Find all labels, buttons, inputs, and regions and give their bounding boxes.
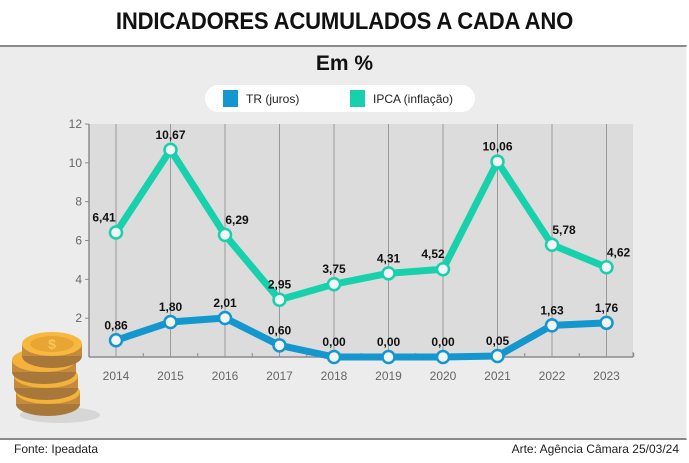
legend-label-tr: TR (juros): [246, 91, 300, 106]
data-label-tr: 1,80: [159, 300, 183, 314]
data-label-tr: 0,00: [377, 335, 401, 349]
series-line-tr: [112, 314, 610, 361]
x-tick-label: 2018: [321, 369, 348, 383]
data-label-tr: 2,01: [213, 296, 237, 310]
credit-note: Arte: Agência Câmara 25/03/24: [511, 442, 679, 456]
x-tick-label: 2014: [103, 369, 130, 383]
y-tick-label: 12: [69, 117, 83, 131]
data-point-tr: [326, 349, 342, 365]
data-point-tr: [108, 333, 124, 348]
data-label-ipca: 5,78: [552, 223, 576, 237]
y-tick-label: 6: [75, 234, 82, 248]
data-label-tr: 1,76: [595, 301, 619, 315]
y-tick-label: 8: [75, 195, 82, 209]
chart-title: Em %: [315, 52, 374, 75]
legend-swatch-ipca: [350, 90, 365, 107]
data-point-ipca: [544, 237, 560, 253]
coin-stack-icon: $: [12, 332, 100, 423]
data-label-tr: 0,05: [486, 334, 510, 348]
data-label-tr: 0,00: [431, 335, 455, 349]
x-tick-label: 2022: [539, 369, 566, 383]
x-tick-label: 2019: [375, 369, 402, 383]
data-label-tr: 1,63: [540, 303, 564, 317]
y-tick-label: 2: [75, 311, 82, 325]
data-point-tr: [599, 315, 614, 331]
legend-item-ipca: IPCA (inflação): [350, 90, 453, 107]
data-label-ipca: 3,75: [322, 262, 346, 276]
legend-label-ipca: IPCA (inflação): [373, 91, 454, 106]
data-point-ipca: [599, 260, 614, 275]
data-label-ipca: 4,31: [377, 251, 401, 265]
data-point-tr: [381, 349, 396, 365]
data-point-ipca: [272, 292, 287, 307]
data-point-ipca: [217, 227, 233, 243]
data-point-ipca: [108, 225, 124, 240]
page-title: INDICADORES ACUMULADOS A CADA ANO: [115, 8, 574, 35]
x-tick-label: 2021: [484, 369, 511, 383]
data-label-tr: 0,86: [104, 318, 128, 332]
data-point-tr: [490, 348, 505, 364]
x-tick-label: 2017: [266, 369, 293, 383]
y-tick-label: 10: [69, 156, 83, 170]
data-label-ipca: 10,06: [482, 140, 512, 154]
y-tick-label: 4: [75, 272, 82, 286]
legend-item-tr: TR (juros): [223, 90, 299, 107]
data-label-ipca: 4,62: [607, 245, 631, 259]
data-label-ipca: 6,41: [92, 211, 116, 225]
svg-text:$: $: [48, 336, 56, 352]
x-tick-label: 2016: [212, 369, 239, 383]
data-label-ipca: 10,67: [155, 128, 185, 142]
x-tick-label: 2015: [157, 369, 184, 383]
data-point-tr: [217, 310, 233, 326]
data-point-tr: [435, 349, 451, 365]
legend-swatch-tr: [223, 90, 238, 107]
data-label-ipca: 6,29: [225, 213, 249, 227]
data-label-tr: 0,00: [322, 335, 346, 349]
data-point-ipca: [163, 142, 178, 158]
data-label-ipca: 2,95: [268, 278, 292, 292]
series-line-ipca: [112, 146, 610, 304]
x-tick-label: 2020: [430, 369, 457, 383]
x-tick-label: 2023: [593, 369, 620, 383]
data-point-tr: [163, 314, 178, 330]
data-point-ipca: [435, 261, 451, 277]
data-label-tr: 0,60: [268, 323, 292, 337]
source-note: Fonte: Ipeadata: [14, 442, 99, 456]
data-label-ipca: 4,52: [421, 247, 445, 261]
legend: TR (juros) IPCA (inflação): [205, 85, 475, 112]
data-point-ipca: [490, 154, 505, 169]
data-point-tr: [272, 338, 287, 353]
data-point-ipca: [381, 266, 396, 281]
data-point-tr: [544, 318, 560, 333]
data-point-ipca: [326, 276, 342, 292]
